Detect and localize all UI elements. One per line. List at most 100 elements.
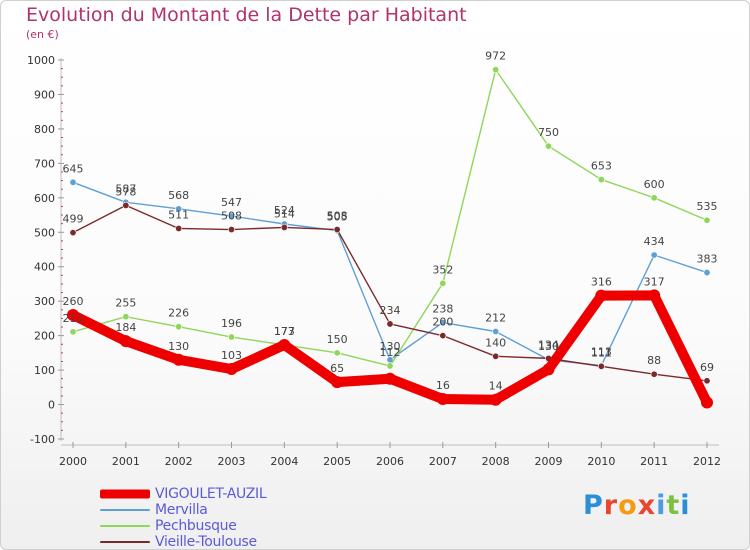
data-label: 317: [644, 275, 665, 288]
data-label: 196: [221, 317, 242, 330]
data-label: 16: [436, 379, 450, 392]
data-point: [280, 223, 288, 231]
y-tick-label: 600: [34, 192, 55, 205]
data-point: [122, 201, 130, 209]
data-label: 200: [432, 316, 453, 329]
data-point: [544, 142, 552, 150]
data-label: 112: [380, 346, 401, 359]
x-tick-label: 2006: [376, 455, 404, 468]
data-point: [489, 393, 502, 406]
data-point: [331, 376, 344, 389]
data-label: 383: [697, 253, 718, 266]
data-point: [386, 362, 394, 370]
data-point: [69, 328, 77, 336]
data-point: [436, 393, 449, 406]
data-label: 653: [591, 160, 612, 173]
data-point: [175, 224, 183, 232]
data-point: [492, 328, 500, 336]
data-label: 173: [274, 325, 295, 338]
data-label: 750: [538, 126, 559, 139]
y-tick-label: 100: [34, 364, 55, 377]
data-point: [69, 229, 77, 237]
data-label: 150: [327, 333, 348, 346]
legend-label: VIGOULET-AUZIL: [155, 486, 267, 502]
data-point: [595, 289, 608, 302]
data-label: 505: [327, 211, 348, 224]
y-tick-label: -100: [30, 433, 55, 446]
data-label: 508: [327, 210, 348, 223]
y-tick-label: 0: [48, 399, 55, 412]
data-label: 568: [168, 189, 189, 202]
logo-letter: i: [656, 490, 667, 521]
x-tick-label: 2002: [165, 455, 193, 468]
data-point: [703, 216, 711, 224]
x-tick-label: 2005: [323, 455, 351, 468]
chart-title: Evolution du Montant de la Dette par Hab…: [26, 4, 467, 26]
data-label: 352: [432, 263, 453, 276]
data-point: [648, 289, 661, 302]
data-point: [69, 178, 77, 186]
data-point: [439, 319, 447, 327]
data-point: [597, 362, 605, 370]
data-label: 140: [485, 336, 506, 349]
x-tick-label: 2009: [535, 455, 563, 468]
data-point: [542, 363, 555, 376]
x-tick-label: 2000: [59, 455, 87, 468]
data-point: [225, 363, 238, 376]
legend-label: Pechbusque: [155, 518, 237, 534]
data-label: 69: [700, 361, 714, 374]
legend-swatch: [100, 541, 150, 543]
data-label: 211: [63, 312, 84, 325]
data-label: 587: [115, 182, 136, 195]
data-label: 130: [380, 340, 401, 353]
data-label: 514: [274, 207, 295, 220]
data-label: 130: [538, 340, 559, 353]
y-tick-label: 700: [34, 157, 55, 170]
data-label: 103: [221, 349, 242, 362]
x-tick-label: 2007: [429, 455, 457, 468]
data-point: [175, 205, 183, 213]
data-point: [701, 396, 713, 409]
data-label: 255: [115, 297, 136, 310]
logo-letter: o: [618, 490, 638, 521]
y-tick-label: 1000: [27, 54, 55, 67]
logo-letter: r: [603, 490, 619, 521]
data-point: [172, 353, 185, 366]
y-tick-label: 300: [34, 295, 55, 308]
x-tick-label: 2004: [270, 455, 298, 468]
data-label: 434: [644, 235, 665, 248]
legend-label: Vieille-Toulouse: [155, 534, 257, 550]
data-point: [650, 370, 658, 378]
logo-letter: i: [680, 490, 691, 521]
data-label: 134: [538, 338, 559, 351]
x-tick-label: 2008: [482, 455, 510, 468]
data-point: [650, 194, 658, 202]
data-point: [386, 320, 394, 328]
data-point: [119, 335, 132, 348]
y-tick-label: 800: [34, 123, 55, 136]
y-tick-label: 900: [34, 88, 55, 101]
logo-letter: t: [666, 490, 681, 521]
x-tick-label: 2003: [218, 455, 246, 468]
data-label: 260: [63, 295, 84, 308]
data-point: [492, 352, 500, 360]
data-point: [228, 333, 236, 341]
data-label: 212: [485, 312, 506, 325]
data-label: 524: [274, 204, 295, 217]
data-point: [703, 377, 711, 385]
data-label: 972: [485, 50, 506, 63]
data-label: 499: [63, 213, 84, 226]
data-label: 234: [380, 304, 401, 317]
data-point: [492, 66, 500, 74]
legend-label: Mervilla: [155, 502, 208, 518]
data-label: 547: [221, 196, 242, 209]
legend-swatch: [100, 525, 150, 527]
data-point: [67, 308, 79, 321]
data-point: [439, 279, 447, 287]
proxiti-logo: Proxiti: [583, 490, 691, 521]
data-label: 130: [168, 340, 189, 353]
data-point: [228, 212, 236, 220]
data-point: [175, 323, 183, 331]
